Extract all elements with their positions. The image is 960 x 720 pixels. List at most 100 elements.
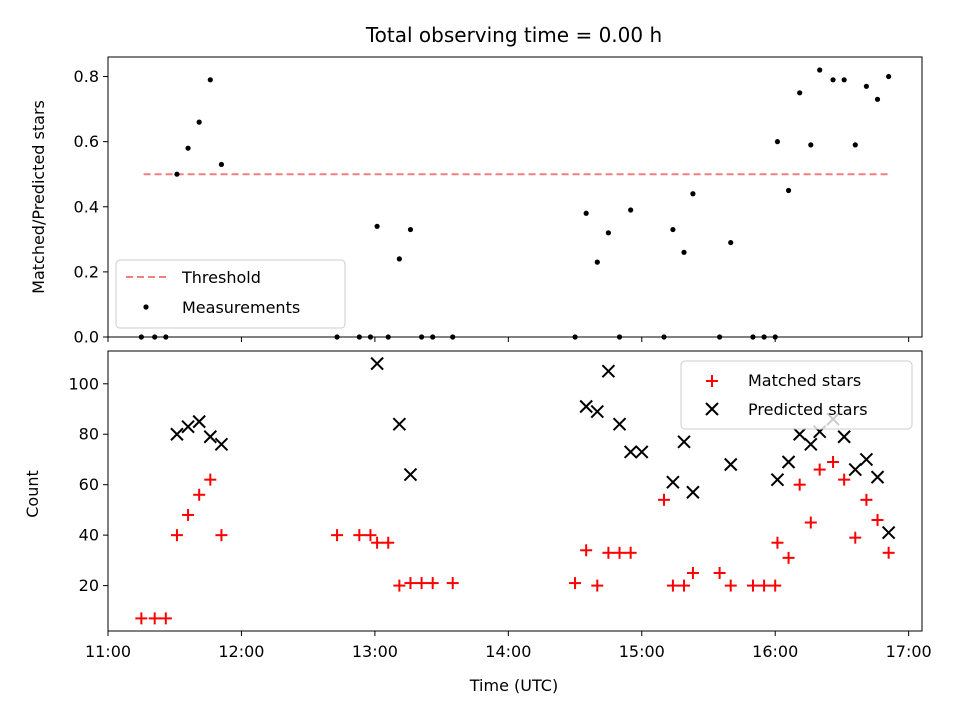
bottom-legend: Matched stars Predicted stars (680, 360, 913, 430)
matched-star-point (758, 579, 771, 592)
measurement-point (785, 187, 792, 194)
measurement-point (407, 226, 414, 233)
matched-star-point (170, 529, 183, 542)
matched-star-point (404, 577, 417, 590)
top-plot-area (138, 67, 892, 340)
predicted-star-point (370, 356, 384, 371)
measurement-point (594, 259, 600, 265)
predicted-star-point (590, 404, 604, 419)
predicted-star-point (192, 414, 206, 429)
predicted-star-point (781, 455, 796, 469)
measurement-point (670, 226, 676, 233)
bottom-ytick-label: 80 (79, 425, 99, 444)
matched-star-point (746, 579, 759, 592)
matched-star-point (371, 536, 384, 549)
matched-star-point (613, 546, 626, 559)
top-legend-box (115, 259, 346, 329)
top-ytick-label: 0.6 (74, 132, 99, 151)
measurement-point (681, 249, 687, 255)
bottom-xtick-label: 14:00 (485, 642, 531, 661)
top-ylabel: Matched/Predicted stars (29, 100, 48, 294)
predicted-star-point (870, 470, 885, 484)
predicted-star-point (686, 485, 700, 499)
measurement-point (886, 73, 892, 80)
measurement-point (863, 83, 869, 89)
measurement-point (830, 77, 836, 83)
bottom-xlabel: Time (UTC) (469, 676, 558, 695)
matched-star-point (813, 463, 826, 476)
measurement-point (874, 96, 881, 102)
matched-star-point (393, 579, 406, 592)
bottom-xtick-label: 12:00 (218, 642, 264, 661)
predicted-star-point (666, 475, 680, 489)
measurement-point (374, 223, 380, 229)
top-ytick-label: 0.2 (74, 262, 99, 281)
matched-star-point (804, 516, 817, 529)
measurements-legend-swatch (143, 304, 149, 310)
measurement-point (605, 230, 612, 236)
top-ytick-label: 0.4 (74, 197, 99, 216)
predicted-star-point (203, 430, 218, 444)
measurement-point (852, 142, 858, 148)
threshold-legend-label: Threshold (181, 268, 261, 287)
bottom-xtick-label: 16:00 (752, 642, 798, 661)
bottom-xtick-label: 11:00 (85, 642, 131, 661)
measurement-point (628, 207, 634, 213)
predicted-star-point (635, 445, 649, 459)
predicted-star-point (214, 437, 229, 452)
matched-star-point (426, 577, 439, 590)
top-panel: Total observing time = 0.00 h Matched/Pr… (29, 23, 923, 347)
measurement-point (185, 145, 191, 151)
matched-star-point (769, 579, 782, 592)
matched-star-point (678, 579, 691, 592)
matched-star-point (602, 546, 615, 559)
measurement-point (583, 210, 589, 216)
measurement-point (728, 239, 734, 246)
predicted-star-point (612, 417, 627, 431)
matched-star-point (713, 566, 726, 579)
matched-star-point (782, 551, 795, 564)
bottom-ylabel: Count (23, 470, 42, 518)
matched-star-point (686, 566, 699, 579)
top-legend: Threshold Measurements (115, 259, 346, 329)
predicted-star-point (848, 462, 862, 477)
matched-star-point (446, 577, 459, 590)
matched-star-point (658, 493, 671, 506)
matched-star-point (849, 531, 862, 544)
matched-star-point (580, 544, 593, 557)
matched-star-point (724, 579, 737, 592)
bottom-ytick-label: 20 (79, 576, 99, 595)
predicted-legend-swatch (705, 402, 719, 416)
matched-star-point (193, 488, 206, 501)
measurement-point (196, 119, 202, 125)
predicted-star-point (724, 457, 738, 472)
measurements-legend-label: Measurements (182, 298, 300, 317)
predicted-star-point (881, 525, 896, 540)
predicted-star-point (770, 472, 785, 487)
predicted-star-point (859, 452, 874, 467)
matched-star-point (364, 529, 377, 542)
measurement-point (207, 77, 213, 83)
measurement-point (797, 90, 803, 96)
predicted-star-point (677, 435, 691, 449)
matched-star-point (415, 577, 428, 590)
matched-star-point (382, 536, 395, 549)
bottom-y-ticks: 20 40 60 80 100 (68, 374, 108, 595)
predicted-star-point (792, 427, 807, 441)
bottom-ytick-label: 40 (79, 526, 99, 545)
top-ytick-label: 0.0 (74, 328, 99, 347)
matched-star-point (827, 455, 840, 468)
predicted-star-point (623, 445, 638, 459)
matched-star-point (569, 577, 582, 590)
top-ytick-label: 0.8 (74, 67, 99, 86)
bottom-xtick-label: 17:00 (886, 642, 932, 661)
measurement-point (841, 77, 847, 83)
bottom-ytick-label: 60 (79, 475, 99, 494)
measurement-point (808, 142, 814, 148)
measurement-point (396, 256, 402, 262)
predicted-star-point (403, 467, 418, 482)
measurement-point (817, 67, 823, 73)
